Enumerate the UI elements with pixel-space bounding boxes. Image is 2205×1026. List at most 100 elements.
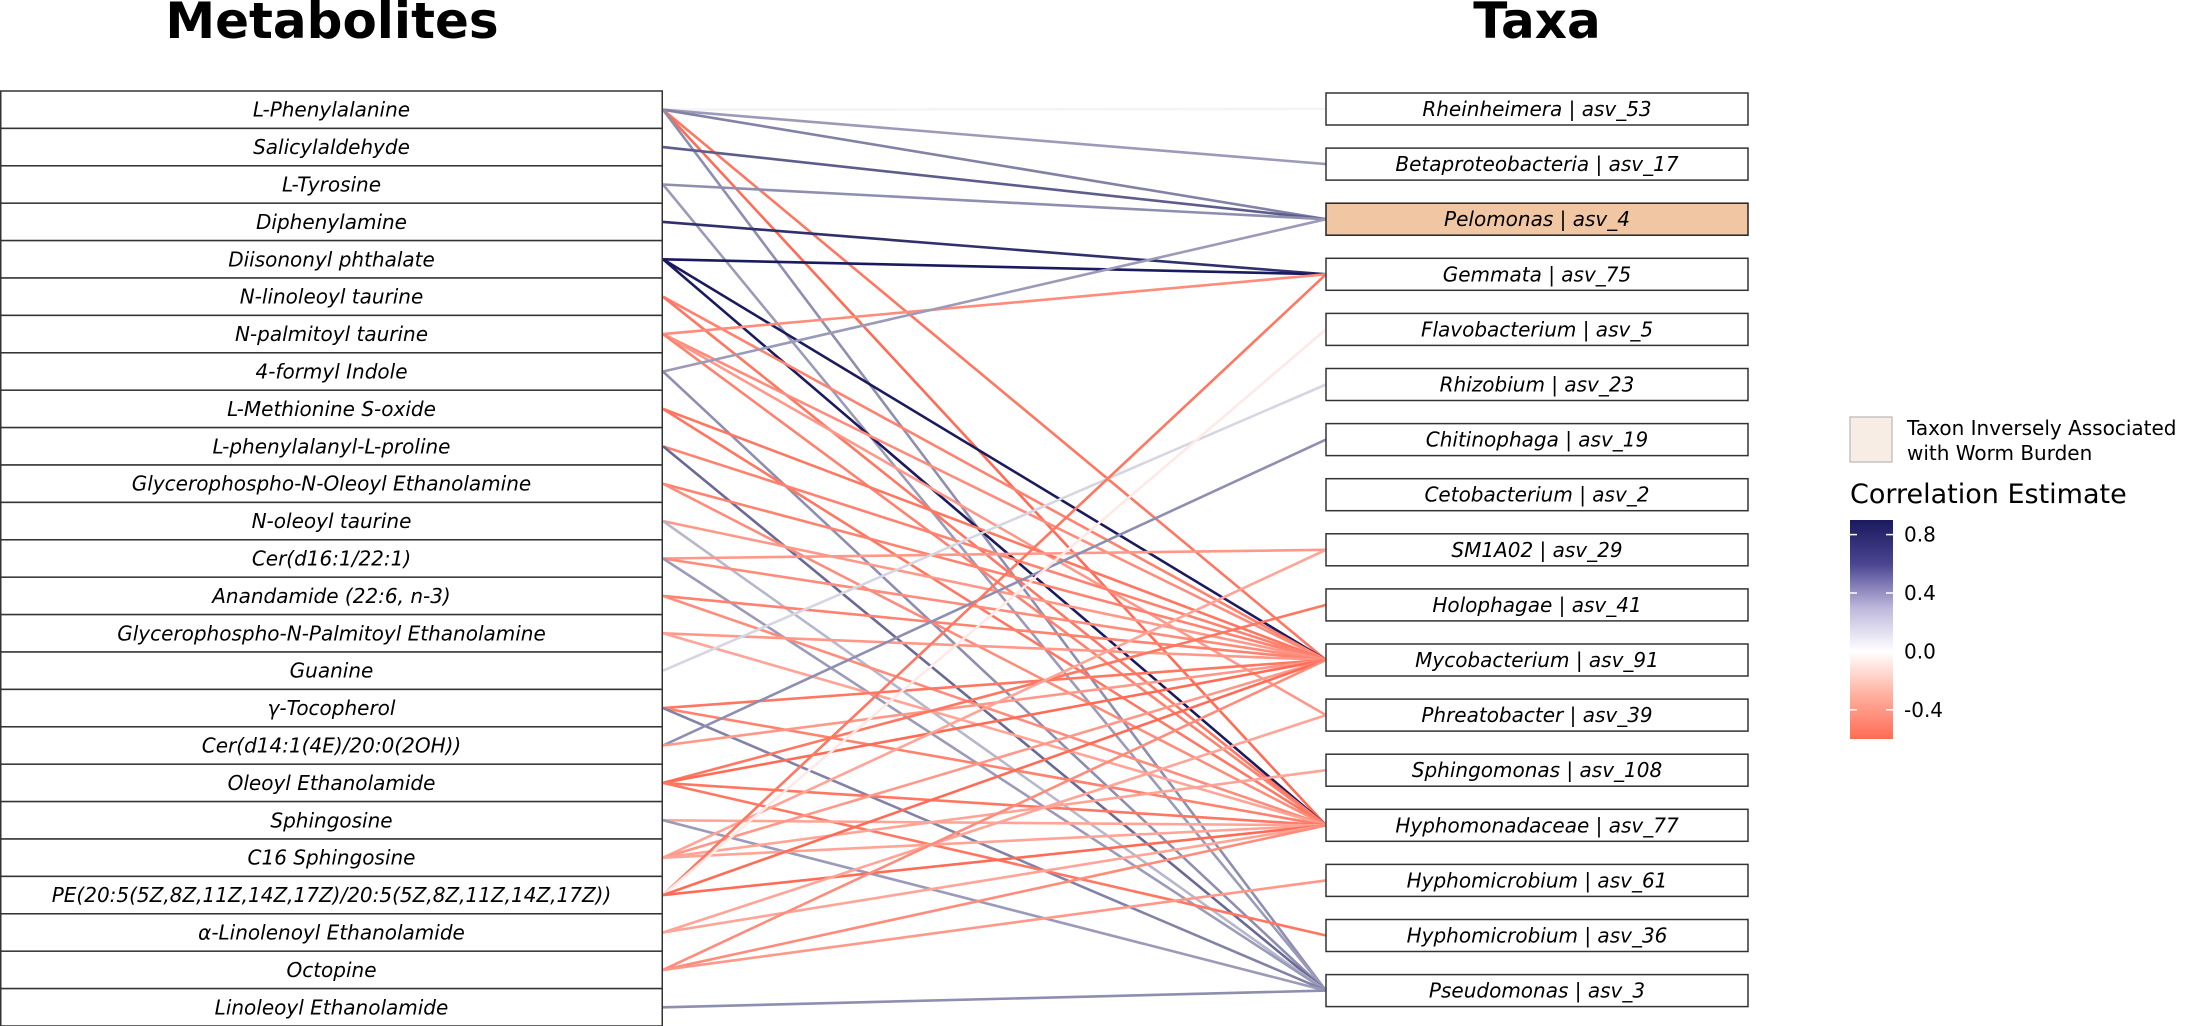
edge-8-10 [662, 407, 1327, 662]
metabolite-box [0, 314, 663, 354]
taxon-node: Gemmata | asv_75 [1325, 257, 1749, 292]
edge-23-13 [662, 824, 1327, 972]
metabolite-node: Glycerophospho-N-Oleoyl Ethanolamine [0, 464, 663, 504]
taxon-box [1325, 312, 1749, 347]
edge-21-4 [662, 328, 1327, 897]
edge-22-13 [662, 824, 1327, 934]
taxa-column: Rheinheimera | asv_53 Betaproteobacteria … [1325, 92, 1749, 1008]
metabolite-node: N-palmitoyl taurine [0, 314, 663, 354]
metabolite-box [0, 239, 663, 279]
metabolite-label: L-Tyrosine [282, 173, 381, 197]
edge-2-2 [662, 183, 1327, 221]
metabolite-node: Oleoyl Ethanolamide [0, 763, 663, 803]
edge-18-9 [662, 603, 1327, 785]
edge-0-2 [662, 108, 1327, 221]
edge-1-2 [662, 145, 1327, 221]
edge-0-13 [662, 108, 1327, 827]
edge-10-10 [662, 482, 1327, 662]
metabolite-node: Cer(d16:1/22:1) [0, 539, 663, 578]
metabolite-label: Cer(d16:1/22:1) [252, 547, 411, 571]
metabolite-box [0, 539, 663, 578]
edge-2-16 [661, 183, 1328, 992]
taxon-node: Flavobacterium | asv_5 [1325, 312, 1749, 347]
metabolite-label: Glycerophospho-N-Palmitoyl Ethanolamine [117, 621, 546, 645]
metabolite-box [0, 576, 663, 616]
metabolite-label: Salicylaldehyde [253, 135, 410, 159]
taxon-label: Mycobacterium | asv_91 [1415, 648, 1659, 672]
metabolite-box [0, 352, 663, 391]
taxon-label: Cetobacterium | asv_2 [1424, 483, 1649, 507]
edge-8-13 [662, 407, 1327, 827]
metabolite-label: N-linoleoyl taurine [240, 285, 424, 309]
taxon-node: Betaproteobacteria | asv_17 [1325, 147, 1749, 181]
metabolite-label: α-Linolenoyl Ethanolamide [198, 921, 465, 945]
metabolite-label: 4-formyl Indole [255, 360, 407, 384]
metabolite-node: Cer(d14:1(4E)/20:0(2OH)) [0, 726, 663, 765]
taxon-box [1325, 202, 1749, 236]
taxon-node: Mycobacterium | asv_91 [1325, 643, 1749, 677]
taxon-box [1325, 367, 1749, 402]
metabolite-node: L-Methionine S-oxide [0, 389, 663, 429]
edge-20-13 [662, 824, 1327, 859]
metabolite-column: L-Phenylalanine Salicylaldehyde L-Tyrosine… [0, 90, 663, 1026]
metabolite-node: 4-formyl Indole [0, 352, 663, 391]
legend-tick-label: 0.4 [1904, 581, 1936, 605]
taxon-box [1325, 257, 1749, 292]
taxon-box [1325, 863, 1749, 898]
taxon-label: Pseudomonas | asv_3 [1429, 979, 1645, 1003]
metabolite-node: γ-Tocopherol [0, 688, 663, 728]
taxa-title: Taxa [1473, 0, 1600, 50]
metabolite-label: L-phenylalanyl-L-proline [213, 434, 451, 458]
taxon-node: Hyphomonadaceae | asv_77 [1325, 808, 1749, 843]
edge-6-11 [662, 332, 1327, 717]
edge-0-0 [662, 107, 1327, 111]
metabolite-node: PE(20:5(5Z,8Z,11Z,14Z,17Z)/20:5(5Z,8Z,11… [0, 875, 663, 915]
edge-12-8 [662, 548, 1327, 560]
metabolite-label: N-oleoyl taurine [252, 509, 412, 533]
edge-7-16 [662, 370, 1327, 992]
edge-3-3 [662, 220, 1327, 276]
legend-inverse-swatch [1849, 416, 1893, 463]
edge-14-13 [662, 632, 1327, 827]
metabolite-node: Diphenylamine [0, 202, 663, 242]
edge-0-1 [662, 108, 1327, 166]
edge-6-3 [662, 273, 1327, 336]
taxon-label: Betaproteobacteria | asv_17 [1395, 152, 1678, 176]
taxon-node: SM1A02 | asv_29 [1325, 533, 1749, 567]
edge-21-10 [662, 658, 1327, 897]
taxon-box [1325, 698, 1749, 732]
taxon-box [1325, 973, 1749, 1008]
metabolite-box [0, 464, 663, 504]
edge-11-10 [662, 519, 1327, 662]
metabolite-node: Salicylaldehyde [0, 127, 663, 167]
edge-15-5 [662, 383, 1327, 672]
taxon-box [1325, 92, 1749, 126]
legend-tick-label: 0.0 [1904, 639, 1936, 663]
edge-22-11 [662, 713, 1327, 934]
metabolite-node: Octopine [0, 950, 663, 990]
metabolite-label: C16 Sphingosine [248, 846, 416, 870]
taxon-box [1325, 588, 1749, 622]
metabolite-label: N-palmitoyl taurine [235, 322, 428, 346]
metabolite-node: L-Phenylalanine [0, 90, 663, 130]
metabolite-label: Sphingosine [270, 808, 392, 832]
edge-11-16 [662, 520, 1327, 992]
metabolite-label: Diisononyl phthalate [228, 247, 435, 271]
metabolite-label: Cer(d14:1(4E)/20:0(2OH)) [202, 734, 461, 758]
edge-23-14 [662, 879, 1327, 972]
legend-inverse-label-line2: with Worm Burden [1907, 441, 2092, 465]
taxon-label: Chitinophaga | asv_19 [1426, 428, 1649, 452]
metabolite-box [0, 651, 663, 691]
metabolite-box [0, 389, 663, 429]
metabolite-box [0, 987, 663, 1026]
taxon-label: Holophagae | asv_41 [1432, 593, 1641, 617]
metabolite-label: L-Methionine S-oxide [227, 397, 436, 421]
metabolites-title: Metabolites [165, 0, 498, 50]
legend-scale-title: Correlation Estimate [1850, 479, 2127, 510]
legend-tick-label: -0.4 [1904, 698, 1943, 722]
taxon-box [1325, 808, 1749, 843]
metabolite-box [0, 950, 663, 990]
metabolite-box [0, 688, 663, 728]
metabolite-label: γ-Tocopherol [268, 696, 396, 720]
